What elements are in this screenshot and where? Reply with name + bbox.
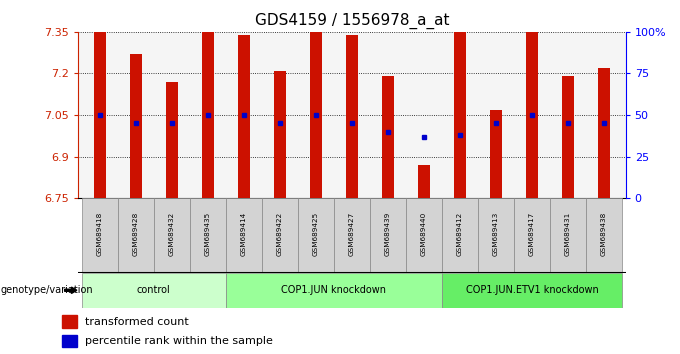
Text: GSM689435: GSM689435 [205, 212, 211, 256]
Text: transformed count: transformed count [84, 316, 188, 327]
Bar [82, 198, 118, 273]
Bar [345, 35, 358, 198]
Bar [273, 71, 286, 198]
Bar [190, 198, 226, 273]
Text: COP1.JUN.ETV1 knockdown: COP1.JUN.ETV1 knockdown [466, 285, 598, 295]
Bar [226, 273, 442, 308]
Text: GSM689440: GSM689440 [421, 212, 427, 256]
Title: GDS4159 / 1556978_a_at: GDS4159 / 1556978_a_at [254, 13, 449, 29]
Bar [165, 82, 178, 198]
Text: GSM689417: GSM689417 [529, 212, 535, 256]
Bar [381, 76, 394, 198]
Text: GSM689428: GSM689428 [133, 212, 139, 256]
Bar [454, 32, 466, 198]
Bar [418, 165, 430, 198]
Bar [94, 32, 106, 198]
Text: GSM689431: GSM689431 [565, 212, 571, 256]
Bar [562, 76, 575, 198]
Bar [82, 273, 226, 308]
Text: GSM689439: GSM689439 [385, 212, 391, 256]
Bar [598, 68, 610, 198]
Bar [118, 198, 154, 273]
Text: GSM689412: GSM689412 [457, 212, 463, 256]
Bar [309, 32, 322, 198]
Text: GSM689427: GSM689427 [349, 212, 355, 256]
Bar [526, 32, 539, 198]
Text: GSM689413: GSM689413 [493, 212, 499, 256]
Bar [62, 335, 77, 347]
Text: GSM689418: GSM689418 [97, 212, 103, 256]
Text: genotype/variation: genotype/variation [1, 285, 93, 295]
Bar [62, 315, 77, 328]
Bar [514, 198, 550, 273]
Text: percentile rank within the sample: percentile rank within the sample [84, 336, 273, 346]
Text: GSM689422: GSM689422 [277, 212, 283, 256]
Bar [442, 273, 622, 308]
Bar [237, 35, 250, 198]
Bar [298, 198, 334, 273]
Bar [586, 198, 622, 273]
Text: COP1.JUN knockdown: COP1.JUN knockdown [282, 285, 386, 295]
Bar [478, 198, 514, 273]
Bar [154, 198, 190, 273]
Bar [201, 32, 214, 198]
Text: control: control [137, 285, 171, 295]
Text: GSM689425: GSM689425 [313, 212, 319, 256]
Bar [490, 109, 503, 198]
Bar [129, 54, 142, 198]
Bar [334, 198, 370, 273]
Text: GSM689438: GSM689438 [601, 212, 607, 256]
Bar [226, 198, 262, 273]
Bar [550, 198, 586, 273]
Bar [370, 198, 406, 273]
Bar [406, 198, 442, 273]
Bar [442, 198, 478, 273]
Text: GSM689432: GSM689432 [169, 212, 175, 256]
Bar [262, 198, 298, 273]
Text: GSM689414: GSM689414 [241, 212, 247, 256]
